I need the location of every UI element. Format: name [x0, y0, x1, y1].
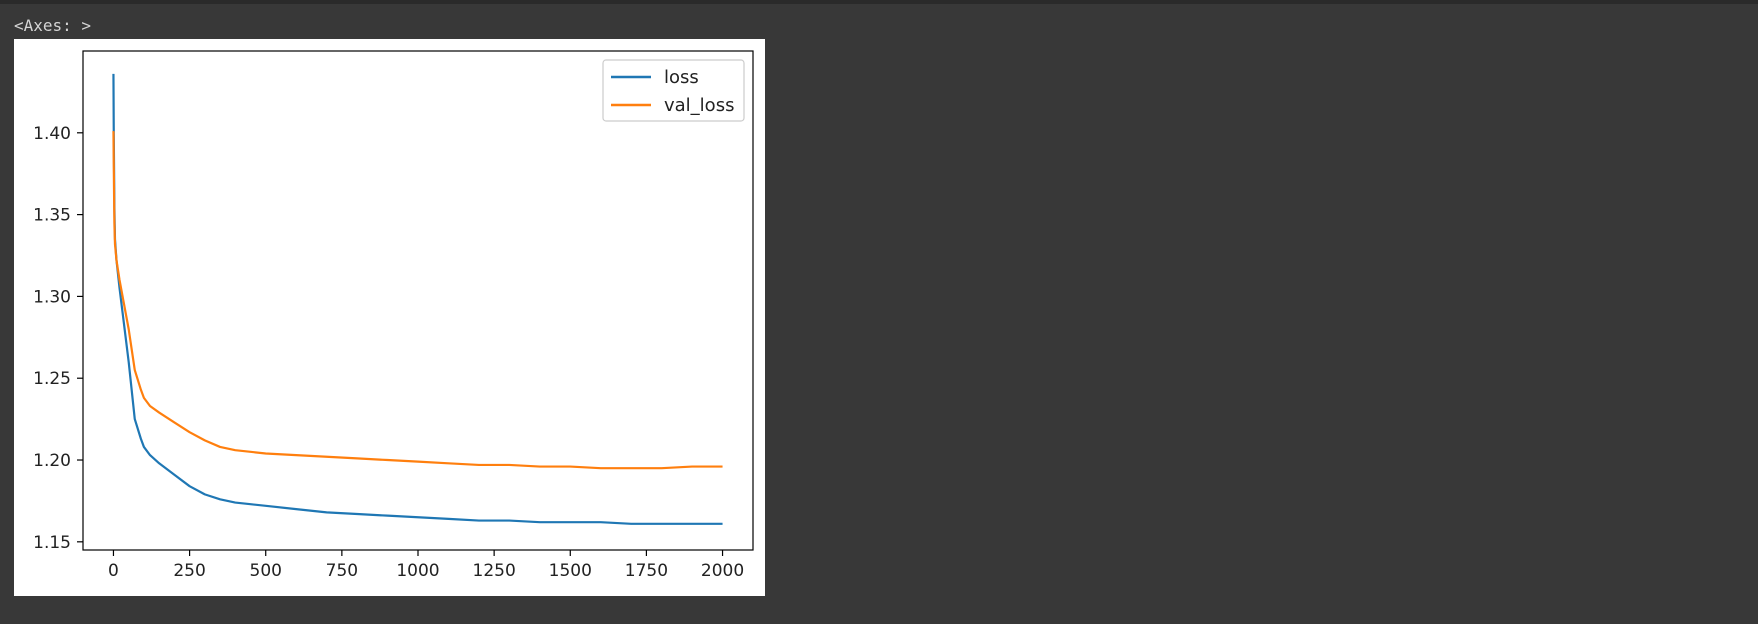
x-tick-label: 0 [108, 561, 119, 581]
x-axis: 0 250 500 750 1000 1250 1500 1750 2000 [108, 550, 744, 581]
line-chart: 0 250 500 750 1000 1250 1500 1750 2000 1.151.201… [33, 50, 754, 581]
legend-label-val-loss: val_loss [664, 95, 734, 116]
chart-figure: 0 250 500 750 1000 1250 1500 1750 2000 1.15 1.20 1… [14, 39, 765, 596]
plot-area [82, 50, 754, 551]
x-tick-label: 1000 [396, 561, 439, 581]
y-tick-label: 1.20 [33, 451, 71, 471]
x-tick-label: 1750 [625, 561, 668, 581]
x-tick-label: 250 [173, 561, 205, 581]
series-line-loss [112, 73, 723, 525]
series-lines [112, 73, 723, 525]
y-tick-label: 1.30 [33, 287, 71, 307]
x-tick-label: 1500 [549, 561, 592, 581]
y-tick-label: 1.35 [33, 206, 71, 226]
legend-label-loss: loss [664, 67, 699, 88]
y-tick-label: 1.40 [33, 124, 71, 144]
x-tick-label: 750 [326, 561, 358, 581]
series-line-val-loss [112, 131, 723, 470]
legend: loss val_loss [602, 59, 745, 122]
y-tick-label: 1.25 [33, 369, 71, 389]
top-bar [0, 0, 1758, 4]
x-tick-label: 2000 [701, 561, 744, 581]
x-tick-label: 500 [250, 561, 282, 581]
output-label: <Axes: > [14, 16, 92, 35]
y-tick-label: 1.15 [33, 533, 71, 553]
y-axis: 1.15 1.20 1.25 1.30 1.35 1.40 [33, 124, 83, 553]
x-tick-label: 1250 [473, 561, 516, 581]
